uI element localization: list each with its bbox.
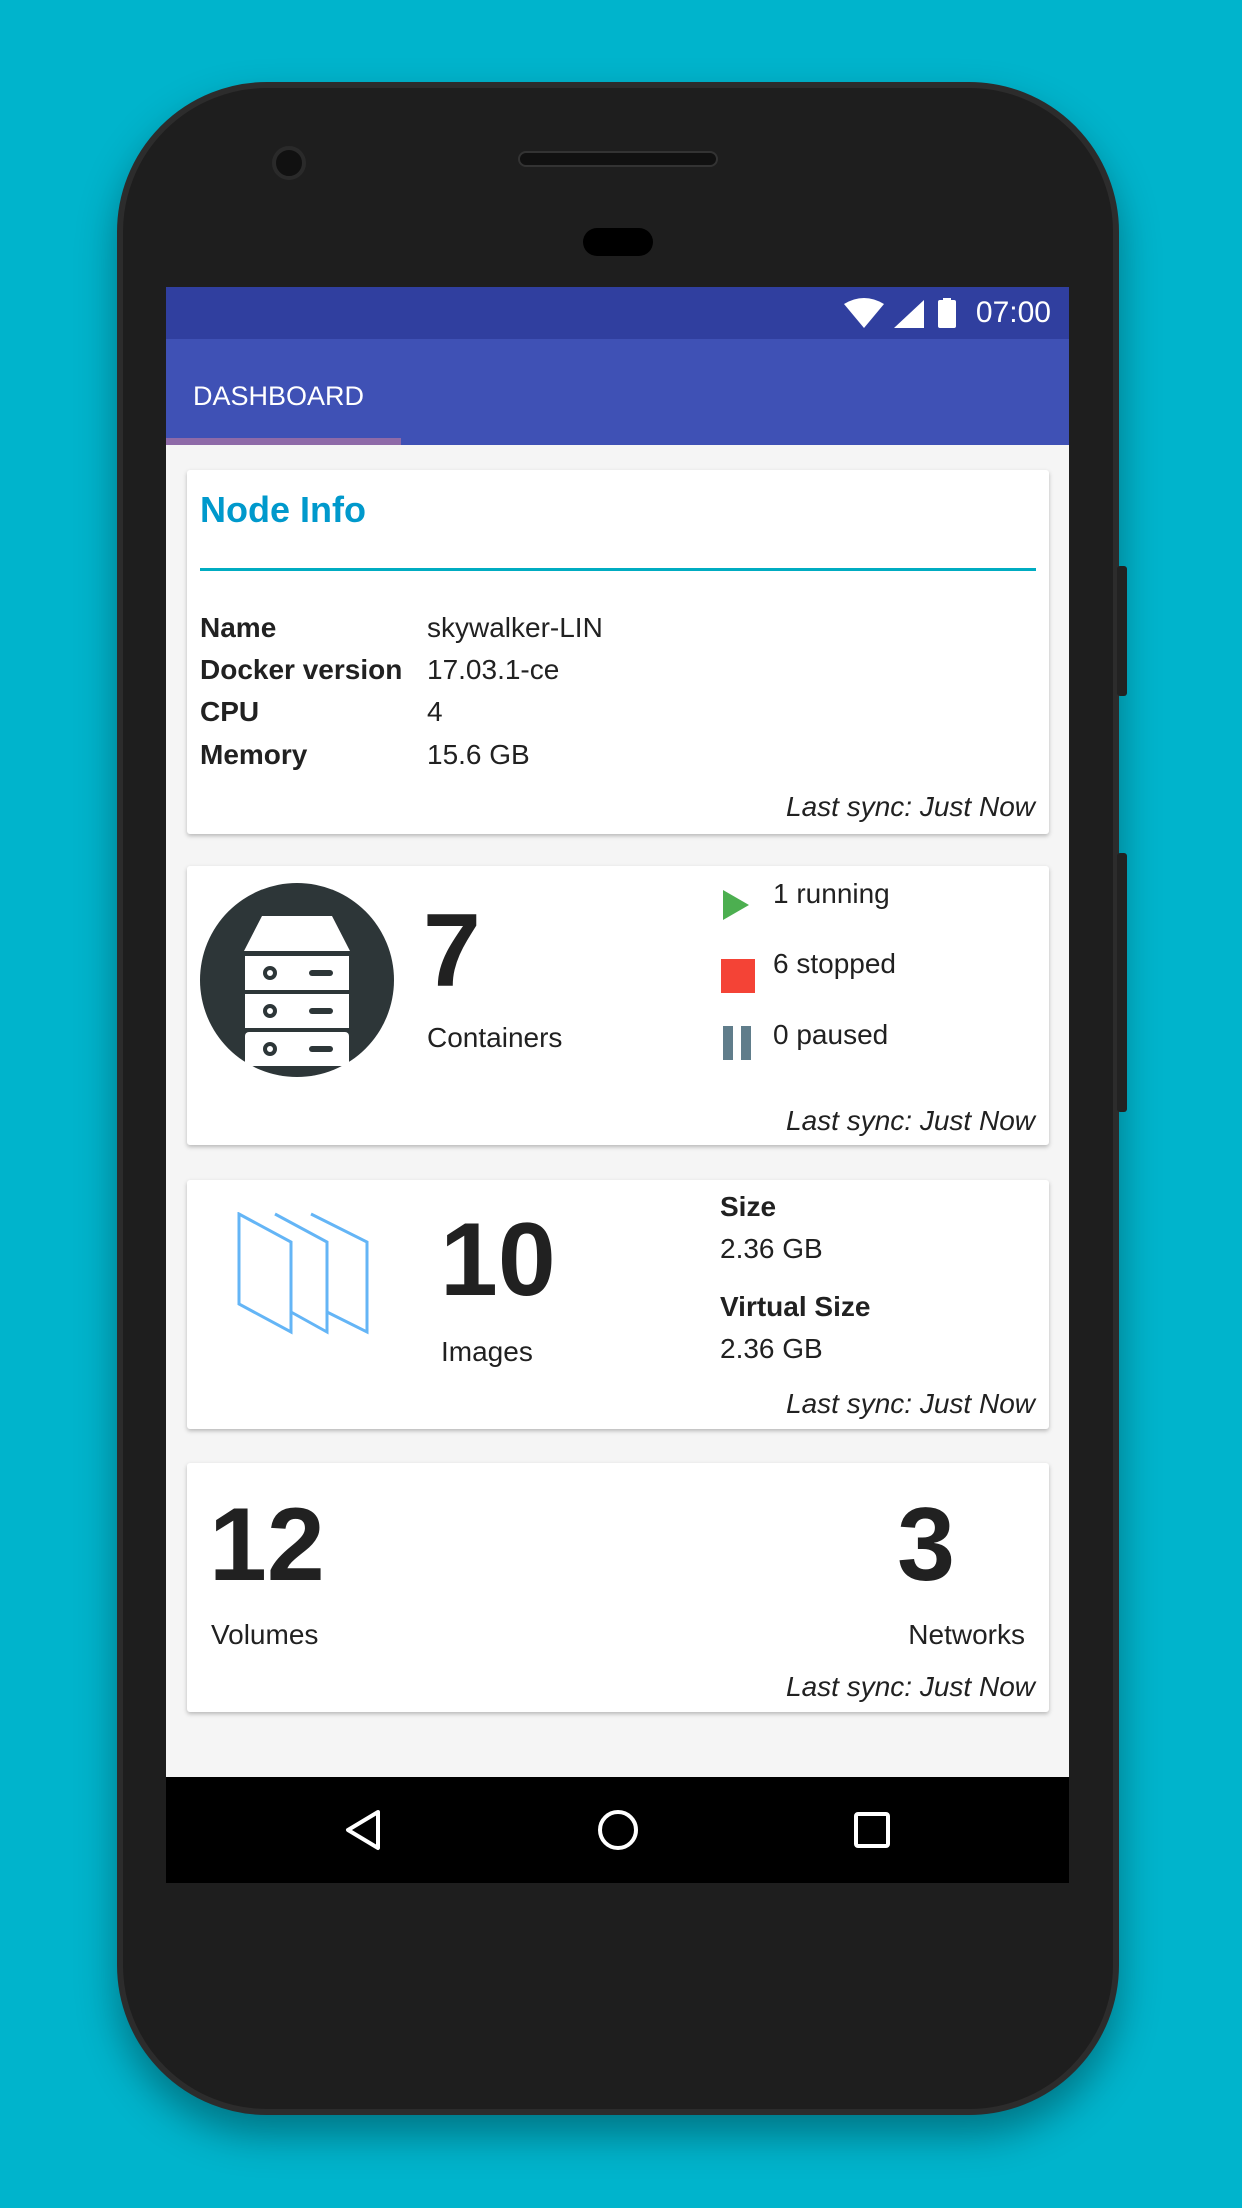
containers-card[interactable]: 7 Containers 1 running 6 stopped 0 pause… <box>187 866 1049 1145</box>
app-bar: DASHBOARD <box>166 339 1069 445</box>
tab-indicator <box>166 438 401 445</box>
pause-icon <box>723 1026 751 1060</box>
networks-count: 3 <box>897 1487 955 1603</box>
status-bar: 07:00 <box>166 287 1069 339</box>
last-sync: Last sync: Just Now <box>786 1105 1035 1136</box>
cpu-label: CPU <box>200 696 260 727</box>
cpu-value: 4 <box>427 696 443 727</box>
images-count: 10 <box>440 1202 556 1318</box>
containers-count: 7 <box>423 893 481 1009</box>
networks-label: Networks <box>908 1619 1025 1650</box>
tab-dashboard[interactable]: DASHBOARD <box>193 381 365 411</box>
name-label: Name <box>200 612 277 643</box>
last-sync: Last sync: Just Now <box>786 1388 1035 1419</box>
card-title: Node Info <box>200 489 366 530</box>
running-count: 1 running <box>773 878 890 909</box>
server-icon <box>200 883 394 1077</box>
docker-version-value: 17.03.1-ce <box>427 654 560 685</box>
virtual-size-value: 2.36 GB <box>720 1333 823 1364</box>
status-time: 07:00 <box>975 296 1051 329</box>
memory-label: Memory <box>200 739 308 770</box>
stopped-count: 6 stopped <box>773 948 896 979</box>
paused-count: 0 paused <box>773 1019 889 1050</box>
containers-label: Containers <box>427 1022 563 1053</box>
home-icon[interactable] <box>597 1809 639 1851</box>
battery-icon <box>938 300 956 328</box>
stop-icon <box>721 959 755 993</box>
play-icon <box>723 890 749 920</box>
wifi-icon <box>844 298 884 328</box>
front-camera <box>272 146 306 180</box>
status-icons <box>844 298 956 328</box>
volumes-label: Volumes <box>211 1619 319 1650</box>
recents-icon[interactable] <box>854 1812 890 1848</box>
volumes-networks-card[interactable]: 12 Volumes 3 Networks Last sync: Just No… <box>187 1463 1049 1712</box>
volumes-count: 12 <box>209 1487 325 1603</box>
signal-icon <box>894 300 924 328</box>
screen: 07:00 DASHBOARD Node Info Name skywalker… <box>166 287 1069 1883</box>
proximity-sensor <box>583 228 653 256</box>
virtual-size-label: Virtual Size <box>720 1291 871 1322</box>
docker-version-label: Docker version <box>200 654 403 685</box>
title-divider <box>200 568 1036 571</box>
size-label: Size <box>720 1191 777 1222</box>
last-sync: Last sync: Just Now <box>786 1671 1035 1702</box>
navigation-bar <box>166 1777 1069 1883</box>
volume-button <box>1117 853 1127 1112</box>
images-label: Images <box>441 1336 533 1367</box>
last-sync: Last sync: Just Now <box>786 791 1035 822</box>
back-icon[interactable] <box>344 1809 384 1851</box>
size-value: 2.36 GB <box>720 1233 823 1264</box>
node-info-card[interactable]: Node Info Name skywalker-LIN Docker vers… <box>187 470 1049 834</box>
images-layers-icon <box>237 1212 369 1335</box>
memory-value: 15.6 GB <box>427 739 530 770</box>
name-value: skywalker-LIN <box>427 612 603 643</box>
earpiece-speaker <box>518 151 718 167</box>
power-button <box>1117 566 1127 696</box>
images-card[interactable]: 10 Images Size 2.36 GB Virtual Size 2.36… <box>187 1180 1049 1429</box>
